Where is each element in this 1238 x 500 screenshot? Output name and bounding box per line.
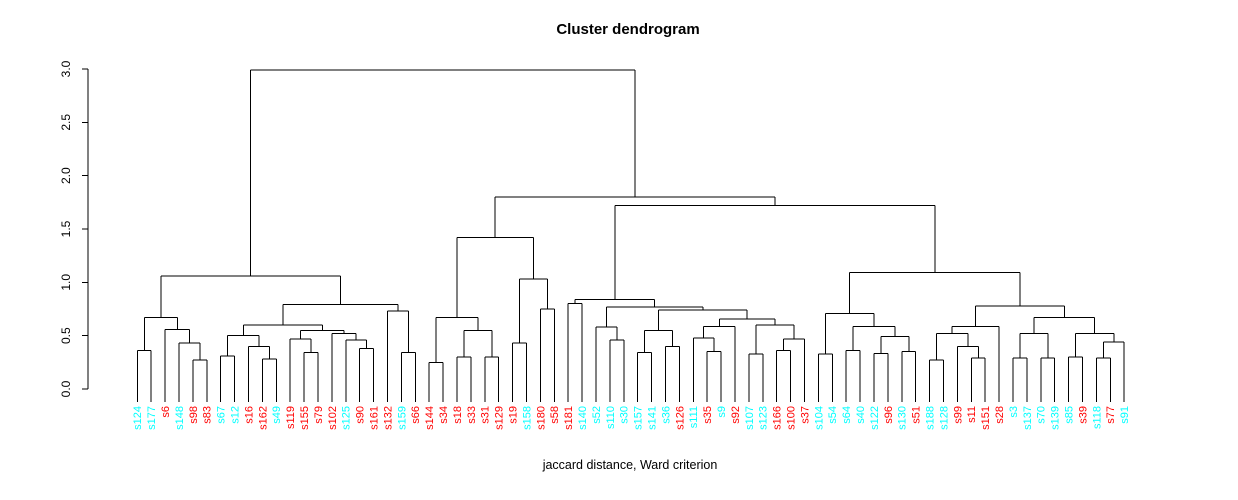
leaf-label: s67: [216, 406, 228, 424]
leaf-label: s181: [563, 406, 575, 430]
leaf-label: s157: [633, 406, 645, 430]
leaf-label: s3: [1008, 406, 1020, 418]
leaf-label: s126: [674, 406, 686, 430]
y-axis-tick-label: 3.0: [59, 60, 73, 77]
leaf-label: s155: [299, 406, 311, 430]
leaf-label: s31: [480, 406, 492, 424]
leaf-label: s148: [174, 406, 186, 430]
dendrogram-tree: [136, 69, 1125, 402]
leaf-label: s128: [938, 406, 950, 430]
leaf-label: s129: [494, 406, 506, 430]
y-axis-tick-label: 2.5: [59, 114, 73, 131]
leaf-label: s30: [619, 406, 631, 424]
y-axis-tick-label: 0.0: [59, 380, 73, 397]
leaf-label: s34: [438, 406, 450, 424]
y-axis-tick-label: 0.5: [59, 327, 73, 344]
leaf-label: s110: [605, 406, 617, 429]
leaf-label: s35: [702, 406, 714, 424]
leaf-label: s12: [229, 406, 241, 424]
leaf-label: s33: [466, 406, 478, 424]
leaf-label: s102: [327, 406, 339, 430]
leaf-label: s58: [549, 406, 561, 424]
leaf-label: s188: [924, 406, 936, 430]
leaf-label: s49: [271, 406, 283, 424]
leaf-label: s166: [772, 406, 784, 430]
leaf-label: s11: [966, 406, 978, 423]
leaf-label: s77: [1105, 406, 1117, 424]
leaf-label: s99: [952, 406, 964, 424]
leaf-label: s79: [313, 406, 325, 424]
chart-title: Cluster dendrogram: [556, 21, 700, 38]
leaf-label: s161: [368, 406, 380, 430]
leaf-label: s36: [660, 406, 672, 424]
leaf-label: s123: [758, 406, 770, 430]
leaf-label: s124: [132, 406, 144, 430]
leaf-labels: s124 s177 s6 s148 s98 s83 s67 s12 s16 s162 s49 s119…: [132, 406, 1131, 430]
y-axis: 0.0 0.5 1.0 1.5 2.0 2.5 3.0: [59, 60, 89, 397]
leaf-label: s140: [577, 406, 589, 430]
leaf-label: s96: [883, 406, 895, 424]
leaf-label: s19: [507, 406, 519, 424]
leaf-label: s54: [827, 406, 839, 424]
leaf-label: s92: [730, 406, 742, 424]
leaf-label: s9: [716, 406, 728, 418]
leaf-label: s98: [188, 406, 200, 424]
leaf-label: s107: [744, 406, 756, 430]
leaf-label: s139: [1050, 406, 1062, 430]
leaf-label: s40: [855, 406, 867, 424]
leaf-label: s64: [841, 406, 853, 424]
leaf-label: s37: [799, 406, 811, 424]
leaf-label: s162: [257, 406, 269, 430]
leaf-label: s52: [591, 406, 603, 424]
leaf-label: s18: [452, 406, 464, 424]
leaf-label: s51: [911, 406, 923, 424]
leaf-label: s137: [1022, 406, 1034, 430]
leaf-label: s180: [535, 406, 547, 430]
leaf-label: s125: [341, 406, 353, 430]
leaf-label: s118: [1091, 406, 1103, 429]
leaf-label: s177: [146, 406, 158, 430]
leaf-label: s16: [243, 406, 255, 424]
leaf-label: s6: [160, 406, 172, 418]
leaf-label: s90: [355, 406, 367, 424]
leaf-label: s83: [202, 406, 214, 424]
leaf-label: s70: [1036, 406, 1048, 424]
leaf-label: s91: [1119, 406, 1131, 424]
leaf-label: s119: [285, 406, 297, 429]
leaf-label: s151: [980, 406, 992, 430]
x-axis-caption: jaccard distance, Ward criterion: [542, 458, 718, 472]
y-axis-tick-label: 2.0: [59, 167, 73, 184]
leaf-label: s104: [813, 406, 825, 430]
leaf-label: s141: [646, 406, 658, 430]
leaf-label: s28: [994, 406, 1006, 424]
leaf-label: s111: [688, 406, 700, 428]
leaf-label: s85: [1063, 406, 1075, 424]
leaf-label: s122: [869, 406, 881, 430]
leaf-label: s39: [1077, 406, 1089, 424]
leaf-label: s66: [410, 406, 422, 424]
leaf-label: s100: [785, 406, 797, 430]
y-axis-tick-label: 1.5: [59, 220, 73, 237]
leaf-label: s158: [521, 406, 533, 430]
leaf-label: s159: [396, 406, 408, 430]
leaf-label: s132: [382, 406, 394, 430]
y-axis-tick-label: 1.0: [59, 274, 73, 291]
leaf-label: s130: [897, 406, 909, 430]
leaf-label: s144: [424, 406, 436, 430]
